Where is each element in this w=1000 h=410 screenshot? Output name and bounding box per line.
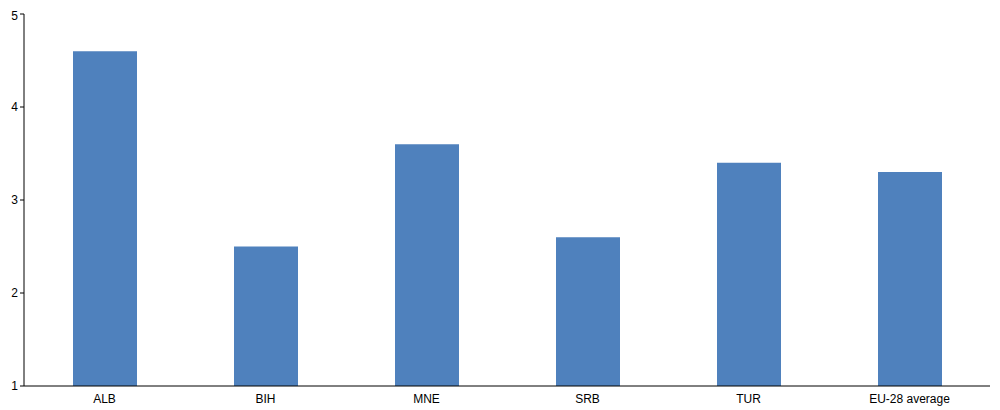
svg-text:TUR: TUR xyxy=(736,392,761,406)
svg-text:ALB: ALB xyxy=(93,392,116,406)
svg-text:4: 4 xyxy=(11,100,18,114)
svg-text:3: 3 xyxy=(11,193,18,207)
svg-text:MNE: MNE xyxy=(413,392,440,406)
svg-text:2: 2 xyxy=(11,286,18,300)
svg-text:EU-28 average: EU-28 average xyxy=(869,392,950,406)
svg-text:BIH: BIH xyxy=(255,392,275,406)
svg-text:SRB: SRB xyxy=(575,392,600,406)
svg-text:1: 1 xyxy=(11,379,18,393)
svg-text:5: 5 xyxy=(11,9,18,23)
